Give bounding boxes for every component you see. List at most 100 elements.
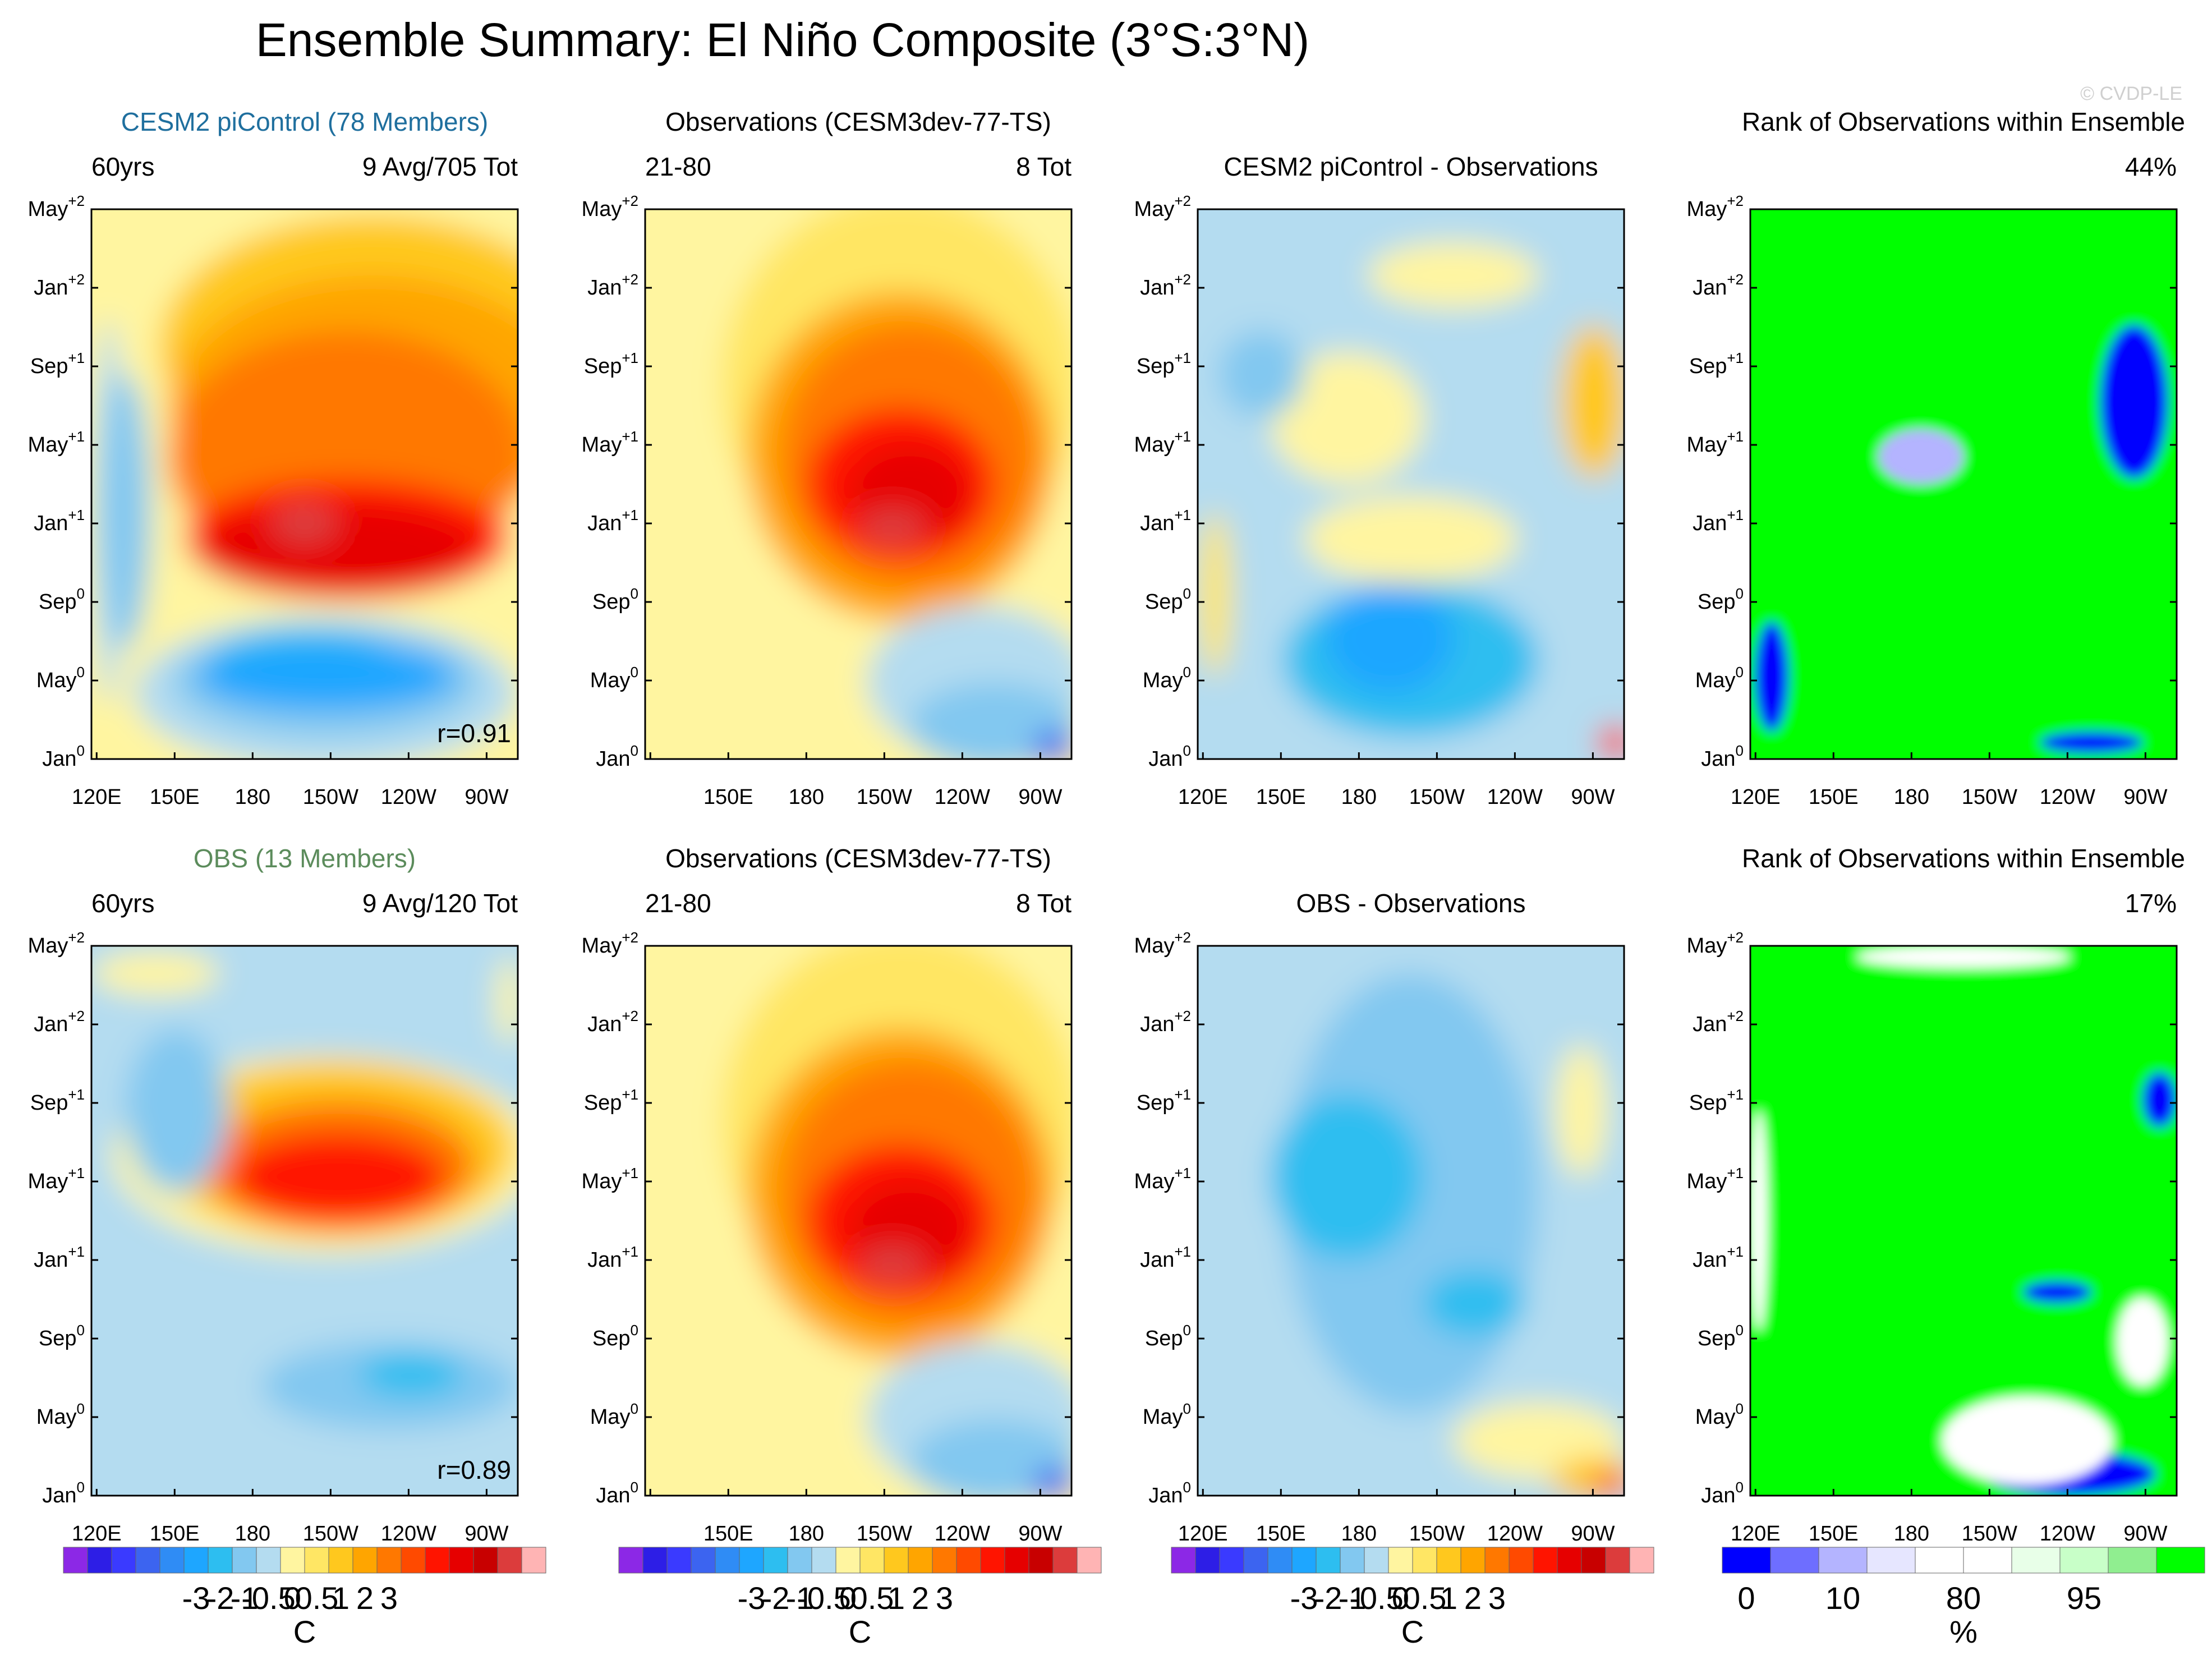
colorbar-label: 95 xyxy=(2067,1580,2101,1616)
x-tick-label: 180 xyxy=(235,785,270,809)
colorbar-swatch xyxy=(208,1547,233,1574)
panel-right-label: 8 Tot xyxy=(1016,889,1071,918)
heatmap-field xyxy=(645,946,1071,1496)
x-tick-label: 150E xyxy=(1809,785,1859,809)
x-tick-label: 150E xyxy=(150,1522,200,1546)
colorbar-label: -3 xyxy=(182,1580,210,1616)
panel-header: Rank of Observations within Ensemble xyxy=(1742,107,2185,136)
y-tick-label: Sep0 xyxy=(1145,585,1191,614)
heatmap-field xyxy=(645,209,1071,759)
colorbar-swatch xyxy=(763,1547,788,1574)
y-tick-label: Sep+1 xyxy=(1689,1086,1744,1115)
colorbar-swatch xyxy=(1291,1547,1317,1574)
colorbar-swatch xyxy=(376,1547,402,1574)
panel-rank2: Jan0 May0 Sep0 Jan+1 May+1 Sep+1 Jan+2 May+2 120… xyxy=(1687,844,2185,1546)
y-tick-label: Jan+1 xyxy=(34,507,85,535)
panel-left-label: 60yrs xyxy=(91,152,154,181)
panel-frame xyxy=(644,208,1073,760)
x-tick-label: 120E xyxy=(1731,785,1781,809)
colorbar-label: 0 xyxy=(1392,1580,1409,1616)
y-tick-label: Jan+1 xyxy=(587,1243,638,1272)
colorbar-swatch xyxy=(884,1547,909,1574)
correlation-label: r=0.89 xyxy=(437,1455,511,1484)
colorbar-swatch xyxy=(1219,1547,1244,1574)
colorbar-label: -1 xyxy=(786,1580,814,1616)
y-tick-label: Jan+1 xyxy=(587,507,638,535)
colorbar-swatch xyxy=(1963,1547,2012,1574)
x-tick-label: 120E xyxy=(1731,1522,1781,1546)
colorbar-swatch xyxy=(1267,1547,1293,1574)
panel-header: OBS (13 Members) xyxy=(194,844,416,873)
y-tick-label: Jan+1 xyxy=(1140,507,1191,535)
colorbar-swatch xyxy=(1557,1547,1582,1574)
colorbar-swatch xyxy=(425,1547,450,1574)
y-tick-label: Jan+2 xyxy=(1140,1008,1191,1036)
colorbar-label: 0.5 xyxy=(1403,1580,1447,1616)
x-tick-label: 120W xyxy=(935,1522,990,1546)
colorbar-label: 10 xyxy=(1825,1580,1860,1616)
panel-obs: Jan0 May0 Sep0 Jan+1 May+1 Sep+1 Jan+2 May+2 150… xyxy=(582,844,1073,1546)
colorbar-label: -0.5 xyxy=(1349,1580,1404,1616)
colorbar-swatch xyxy=(1316,1547,1341,1574)
panel-frame xyxy=(90,208,519,760)
y-tick-label: Jan+2 xyxy=(587,271,638,300)
x-tick-label: 150E xyxy=(703,1522,753,1546)
y-tick-label: May+2 xyxy=(1134,192,1191,221)
colorbar-swatch xyxy=(2011,1547,2061,1574)
colorbars: -3-2-1-0.500.51 2 3C-3-2-1-0.500.51 2 3C-3-2… xyxy=(63,1547,2205,1649)
x-tick-label: 150W xyxy=(1409,785,1465,809)
y-tick-label: May0 xyxy=(1143,664,1191,692)
colorbar-label: -0.5 xyxy=(241,1580,296,1616)
y-tick-label: Jan0 xyxy=(1148,1479,1191,1507)
x-tick-label: 180 xyxy=(789,785,824,809)
y-tick-label: Jan+1 xyxy=(34,1243,85,1272)
colorbar-swatch xyxy=(473,1547,498,1574)
x-tick-label: 150E xyxy=(150,785,200,809)
colorbar-swatch xyxy=(1436,1547,1461,1574)
x-tick-label: 90W xyxy=(1018,1522,1062,1546)
x-tick-label: 90W xyxy=(1018,785,1062,809)
colorbar-swatch xyxy=(111,1547,136,1574)
y-tick-label: Sep+1 xyxy=(30,350,85,378)
y-tick-label: May+2 xyxy=(582,192,638,221)
x-tick-label: 120E xyxy=(72,785,122,809)
colorbar-swatch xyxy=(280,1547,305,1574)
figure-title: Ensemble Summary: El Niño Composite (3°S… xyxy=(256,13,1309,66)
colorbar-swatch xyxy=(1533,1547,1558,1574)
colorbar-label: 3 xyxy=(1488,1580,1506,1616)
colorbar-swatch xyxy=(1915,1547,1964,1574)
x-tick-label: 120E xyxy=(1178,785,1228,809)
colorbar-label: -2 xyxy=(1314,1580,1342,1616)
y-tick-label: Jan+1 xyxy=(1693,1243,1744,1272)
colorbar-swatch xyxy=(787,1547,812,1574)
y-tick-label: Sep0 xyxy=(39,1322,85,1350)
y-tick-label: Sep0 xyxy=(1145,1322,1191,1350)
y-tick-label: Jan+2 xyxy=(1140,271,1191,300)
y-tick-label: May+1 xyxy=(28,1165,85,1193)
panel-frame xyxy=(644,945,1073,1497)
colorbar-swatch xyxy=(1077,1547,1102,1574)
colorbar-units: C xyxy=(1401,1614,1424,1649)
panel-right-label: 8 Tot xyxy=(1016,152,1071,181)
y-tick-label: Sep+1 xyxy=(584,1086,638,1115)
heatmap-field xyxy=(1198,209,1624,759)
colorbar-label: 0.5 xyxy=(295,1580,339,1616)
panel-diff2: Jan0 May0 Sep0 Jan+1 May+1 Sep+1 Jan+2 May+2 120… xyxy=(1134,889,1625,1546)
y-tick-label: May0 xyxy=(590,664,638,692)
y-tick-label: Jan0 xyxy=(1148,742,1191,771)
y-tick-label: Jan+2 xyxy=(34,271,85,300)
colorbar-label: 3 xyxy=(936,1580,953,1616)
colorbar-label: -3 xyxy=(1290,1580,1318,1616)
x-tick-label: 120W xyxy=(2040,1522,2095,1546)
panel-left-label: 21-80 xyxy=(645,889,711,918)
colorbar-swatch xyxy=(2059,1547,2109,1574)
y-tick-label: Jan0 xyxy=(1701,1479,1744,1507)
colorbar-label: -0.5 xyxy=(797,1580,851,1616)
panel-header: Observations (CESM3dev-77-TS) xyxy=(665,844,1051,873)
colorbar-swatch xyxy=(256,1547,281,1574)
colorbar-swatch xyxy=(932,1547,957,1574)
colorbar-swatch xyxy=(811,1547,836,1574)
heatmap-field xyxy=(1750,946,2177,1496)
x-tick-label: 90W xyxy=(2123,1522,2167,1546)
colorbar-swatch xyxy=(449,1547,474,1574)
